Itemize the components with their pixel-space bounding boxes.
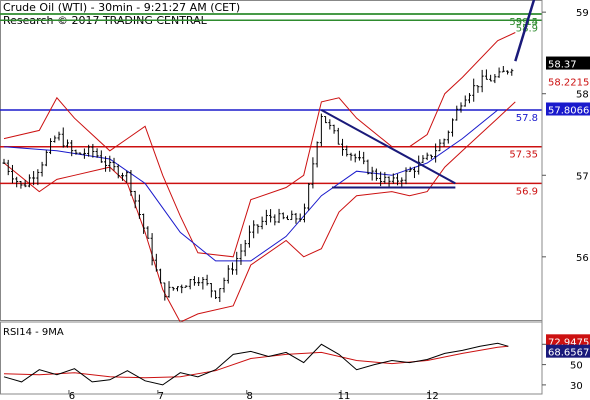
resistance-level-2-label: 59.15 <box>509 17 538 28</box>
rsi-panel-title: RSI14 - 9MA <box>3 327 64 338</box>
support-level-2-label: 56.9 <box>516 186 538 197</box>
pivot-level-label: 57.8 <box>516 113 538 124</box>
last-price-badge-text: 58.37 <box>548 60 577 71</box>
support-level-1-label: 57.35 <box>509 150 538 161</box>
rsi-axis-label: 30 <box>570 381 583 392</box>
time-axis-label: 6 <box>69 391 75 400</box>
time-axis-label: 11 <box>338 391 351 400</box>
rsi-line <box>3 342 509 386</box>
rsi-value-badge-box <box>546 334 590 348</box>
upper-band-badge-text: 58.2215 <box>548 78 589 89</box>
resistance-level-3-label: 58.9 <box>516 23 538 34</box>
upper-bollinger-band <box>3 32 516 258</box>
main-panel-frame <box>0 0 543 321</box>
lower-bollinger-band <box>3 101 516 323</box>
time-axis-label: 12 <box>426 391 439 400</box>
rsi-ma-badge-text: 68.6567 <box>548 348 589 359</box>
chart-title: Crude Oil (WTI) - 30min - 9:21:27 AM (CE… <box>3 1 241 14</box>
axes: 5958575658.3758.221557.806670503072.9475… <box>68 0 590 400</box>
price-axis-label: 56 <box>576 253 589 264</box>
rsi-axis-label: 50 <box>570 361 583 372</box>
rsi-ma-badge-box <box>546 344 590 358</box>
triangle-upper-trendline <box>320 109 456 185</box>
rsi-panel <box>0 321 543 395</box>
moving-average-badge-box <box>546 102 590 116</box>
price-axis-label: 58 <box>576 90 589 101</box>
price-axis-label: 57 <box>576 171 589 182</box>
upper-band-badge-box <box>546 74 590 88</box>
time-axis-label: 7 <box>158 391 164 400</box>
moving-average-line <box>3 109 499 262</box>
last-price-badge-box <box>546 56 590 70</box>
moving-average-badge-text: 57.8066 <box>548 105 589 116</box>
forecast-arrow-shaft <box>514 0 536 62</box>
price-axis-label: 59 <box>576 8 589 19</box>
rsi-panel-frame <box>0 321 543 395</box>
rsi-value-badge-text: 72.9475 <box>548 337 589 348</box>
time-axis-label: 8 <box>247 391 253 400</box>
